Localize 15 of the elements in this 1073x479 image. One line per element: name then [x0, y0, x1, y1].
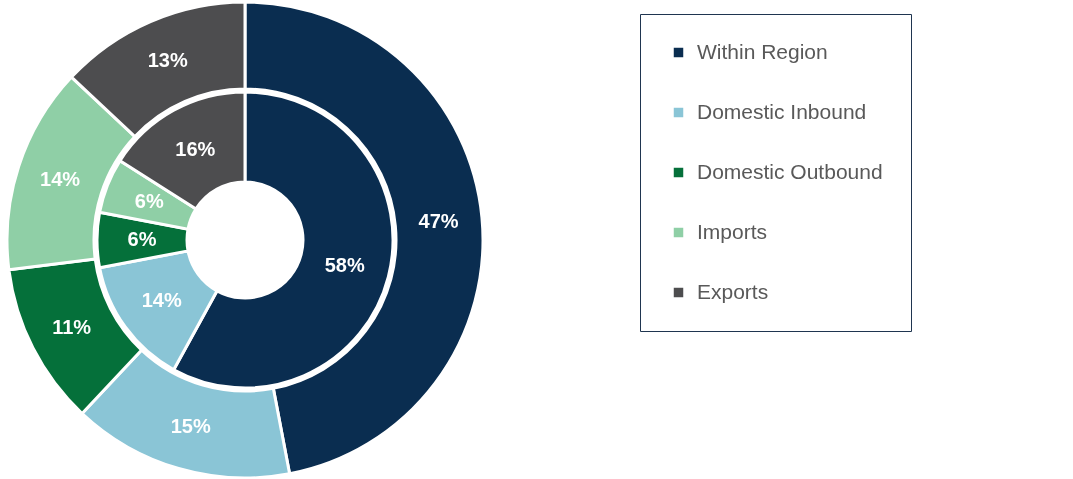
legend-label: Exports — [697, 279, 769, 303]
data-label: 6% — [127, 228, 157, 250]
data-label: 13% — [147, 49, 188, 72]
legend-label: Imports — [697, 219, 768, 243]
legend-label: Domestic Inbound — [697, 99, 867, 123]
data-label: 15% — [170, 414, 211, 437]
data-label: 11% — [52, 316, 92, 339]
legend-label: Within Region — [697, 39, 828, 63]
legend-label: Domestic Outbound — [697, 159, 883, 183]
data-label: 58% — [324, 253, 365, 276]
data-label: 14% — [40, 167, 81, 190]
data-label: 14% — [141, 288, 182, 311]
data-label: 47% — [418, 209, 459, 232]
data-label: 6% — [134, 190, 164, 213]
data-label: 16% — [175, 137, 216, 160]
